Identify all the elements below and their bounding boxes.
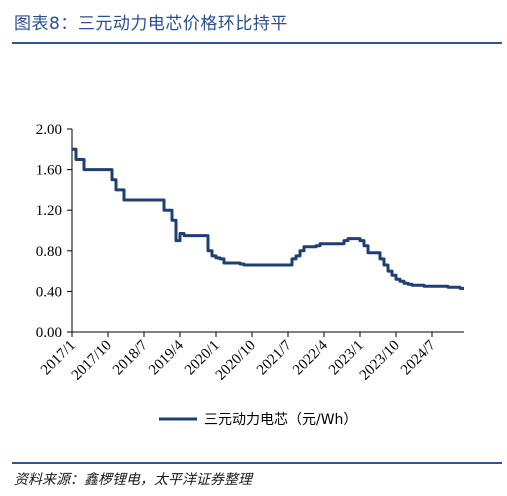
x-tick-label: 2020/10 xyxy=(213,338,259,384)
y-axis-ticks: 2.00 1.60 1.20 0.80 0.40 0.00 xyxy=(36,122,72,341)
x-axis-ticks: 2017/12017/102018/72019/42020/12020/1020… xyxy=(38,332,439,384)
page-title: 图表8：三元动力电芯价格环比持平 xyxy=(14,14,288,34)
x-tick-label: 2019/4 xyxy=(146,337,187,378)
source-divider xyxy=(12,462,502,464)
series-points xyxy=(71,149,465,289)
y-tick-label: 2.00 xyxy=(36,122,62,138)
y-tick-label: 1.20 xyxy=(36,203,62,219)
x-tick-label: 2023/10 xyxy=(357,338,403,384)
chart-axes xyxy=(71,129,464,333)
x-tick-label: 2024/7 xyxy=(398,337,439,378)
y-tick-label: 1.60 xyxy=(36,163,62,179)
x-tick-label: 2017/10 xyxy=(69,338,115,384)
y-tick-label: 0.80 xyxy=(36,244,62,260)
source-text: 鑫椤锂电，太平洋证券整理 xyxy=(84,472,252,488)
legend: 三元动力电芯（元/Wh） xyxy=(159,412,357,428)
x-tick-label: 2021/7 xyxy=(254,337,295,378)
y-tick-label: 0.40 xyxy=(36,284,62,300)
x-tick-label: 2018/7 xyxy=(110,337,151,378)
title-divider xyxy=(12,42,502,44)
series-line-sanyuan xyxy=(72,147,464,290)
x-tick-label: 2022/4 xyxy=(290,337,331,378)
legend-label: 三元动力电芯（元/Wh） xyxy=(204,412,357,428)
source-label: 资料来源： xyxy=(14,472,84,488)
y-tick-label: 0.00 xyxy=(36,325,62,341)
source-note: 资料来源：鑫椤锂电，太平洋证券整理 xyxy=(14,469,494,489)
